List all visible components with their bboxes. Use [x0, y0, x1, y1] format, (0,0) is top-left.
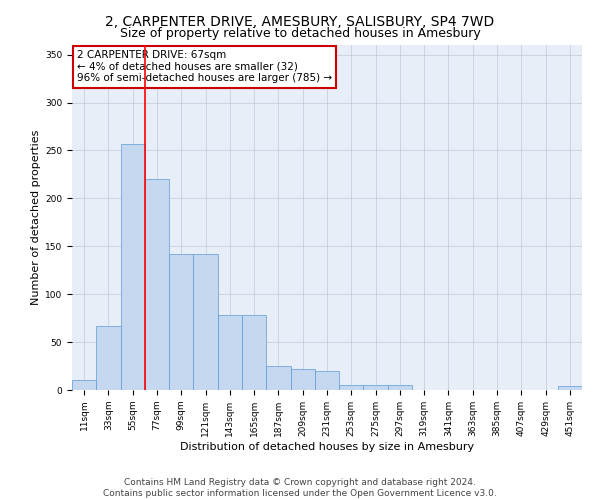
- Bar: [364, 385, 388, 390]
- Bar: [145, 179, 169, 390]
- Bar: [193, 254, 218, 390]
- Bar: [290, 369, 315, 390]
- Bar: [218, 316, 242, 390]
- Text: 2, CARPENTER DRIVE, AMESBURY, SALISBURY, SP4 7WD: 2, CARPENTER DRIVE, AMESBURY, SALISBURY,…: [106, 15, 494, 29]
- Bar: [266, 366, 290, 390]
- Bar: [558, 386, 582, 390]
- Text: 2 CARPENTER DRIVE: 67sqm
← 4% of detached houses are smaller (32)
96% of semi-de: 2 CARPENTER DRIVE: 67sqm ← 4% of detache…: [77, 50, 332, 84]
- Bar: [96, 326, 121, 390]
- Bar: [388, 385, 412, 390]
- Bar: [315, 371, 339, 390]
- Y-axis label: Number of detached properties: Number of detached properties: [31, 130, 41, 305]
- Bar: [242, 316, 266, 390]
- X-axis label: Distribution of detached houses by size in Amesbury: Distribution of detached houses by size …: [180, 442, 474, 452]
- Bar: [121, 144, 145, 390]
- Bar: [339, 385, 364, 390]
- Bar: [169, 254, 193, 390]
- Text: Size of property relative to detached houses in Amesbury: Size of property relative to detached ho…: [119, 28, 481, 40]
- Text: Contains HM Land Registry data © Crown copyright and database right 2024.
Contai: Contains HM Land Registry data © Crown c…: [103, 478, 497, 498]
- Bar: [72, 380, 96, 390]
